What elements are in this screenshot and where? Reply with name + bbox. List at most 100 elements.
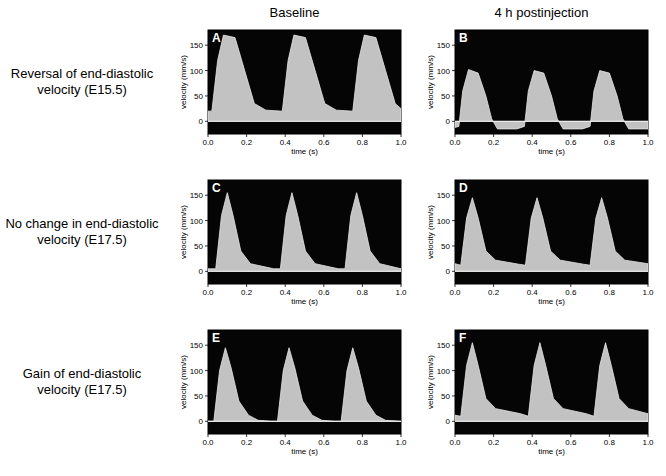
- y-axis-label: velocity (mm/s): [426, 205, 435, 259]
- x-tick-label: 0.6: [318, 288, 330, 297]
- panel-letter: A: [212, 31, 221, 45]
- x-tick: [648, 134, 649, 137]
- y-tick: [452, 245, 455, 246]
- y-tick-label: 100: [190, 67, 204, 76]
- x-tick: [323, 284, 324, 287]
- y-tick-label: 150: [190, 191, 204, 200]
- y-tick-label: 150: [190, 41, 204, 50]
- x-tick: [532, 284, 533, 287]
- y-tick-label: 50: [194, 92, 203, 101]
- x-tick-label: 0.0: [202, 288, 214, 297]
- x-tick-label: 0.8: [357, 138, 369, 147]
- x-tick: [648, 434, 649, 437]
- x-tick: [532, 434, 533, 437]
- y-tick: [452, 95, 455, 96]
- x-tick-label: 0.6: [565, 438, 577, 447]
- velocity-area: [455, 343, 648, 422]
- y-tick: [205, 45, 208, 46]
- x-tick: [323, 134, 324, 137]
- panel: A0501001500.00.20.40.60.81.0time (s)velo…: [179, 30, 407, 156]
- y-tick: [452, 45, 455, 46]
- velocity-area: [455, 70, 648, 129]
- velocity-area: [208, 35, 401, 121]
- y-tick-label: 0: [199, 267, 204, 276]
- x-tick: [401, 134, 402, 137]
- y-tick-label: 0: [199, 117, 204, 126]
- zero-line: [455, 421, 648, 422]
- y-axis-label: velocity (mm/s): [179, 355, 188, 409]
- velocity-area: [208, 193, 401, 272]
- y-tick-label: 100: [437, 67, 451, 76]
- column-header: Baseline: [270, 5, 320, 20]
- x-tick-label: 0.2: [488, 288, 500, 297]
- y-tick: [452, 421, 455, 422]
- x-tick: [208, 434, 209, 437]
- plot-area: [455, 343, 648, 422]
- row-label: Reversal of end-diastolicvelocity (E15.5…: [11, 66, 154, 97]
- x-tick-label: 0.4: [527, 288, 539, 297]
- plot-area: [208, 35, 401, 121]
- velocity-area: [455, 198, 648, 272]
- x-tick-label: 0.2: [241, 138, 253, 147]
- x-tick-label: 0.2: [241, 288, 253, 297]
- y-tick: [205, 220, 208, 221]
- figure: Baseline4 h postinjectionReversal of end…: [0, 0, 666, 476]
- x-tick-label: 0.6: [318, 138, 330, 147]
- velocity-area: [208, 348, 401, 422]
- y-tick-label: 150: [437, 191, 451, 200]
- x-axis-label: time (s): [291, 297, 318, 306]
- y-tick-label: 50: [194, 242, 203, 251]
- panel: E0501001500.00.20.40.60.81.0time (s)velo…: [179, 330, 407, 456]
- x-tick-label: 0.8: [604, 288, 616, 297]
- x-tick-label: 0.0: [449, 138, 461, 147]
- plot-frame: [455, 30, 648, 134]
- x-tick-label: 1.0: [395, 438, 407, 447]
- x-tick-label: 0.6: [565, 288, 577, 297]
- y-tick: [452, 121, 455, 122]
- x-tick-label: 1.0: [642, 438, 654, 447]
- x-tick-label: 0.2: [488, 438, 500, 447]
- y-tick: [452, 70, 455, 71]
- x-tick: [401, 284, 402, 287]
- x-axis-label: time (s): [291, 147, 318, 156]
- y-axis-label: velocity (mm/s): [426, 355, 435, 409]
- plot-area: [208, 348, 401, 422]
- y-tick: [205, 345, 208, 346]
- y-axis-label: velocity (mm/s): [426, 55, 435, 109]
- y-tick: [452, 220, 455, 221]
- x-tick-label: 0.8: [357, 438, 369, 447]
- x-tick-label: 0.0: [202, 138, 214, 147]
- y-tick: [452, 370, 455, 371]
- x-tick: [455, 434, 456, 437]
- zero-line: [455, 121, 648, 122]
- plot-area: [455, 70, 648, 129]
- x-tick-label: 0.8: [604, 138, 616, 147]
- x-tick-label: 0.2: [241, 438, 253, 447]
- x-axis-label: time (s): [538, 297, 565, 306]
- plot-frame: [208, 330, 401, 434]
- x-tick: [609, 434, 610, 437]
- panel-letter: D: [459, 181, 468, 195]
- x-tick-label: 0.4: [280, 138, 292, 147]
- panel: F0501001500.00.20.40.60.81.0time (s)velo…: [426, 330, 654, 456]
- x-tick: [246, 434, 247, 437]
- panel-letter: C: [212, 181, 221, 195]
- x-tick: [455, 134, 456, 137]
- y-tick: [452, 345, 455, 346]
- x-tick-label: 0.4: [527, 138, 539, 147]
- x-tick: [455, 284, 456, 287]
- y-tick: [452, 271, 455, 272]
- y-tick-label: 100: [437, 217, 451, 226]
- panel-letter: B: [459, 31, 468, 45]
- x-tick: [648, 284, 649, 287]
- x-tick: [285, 134, 286, 137]
- y-tick: [452, 195, 455, 196]
- x-tick: [208, 284, 209, 287]
- x-tick-label: 1.0: [642, 138, 654, 147]
- x-tick: [362, 134, 363, 137]
- plot-area: [208, 193, 401, 272]
- y-tick-label: 100: [190, 217, 204, 226]
- x-tick-label: 0.4: [527, 438, 539, 447]
- x-tick: [570, 134, 571, 137]
- x-tick-label: 0.6: [318, 438, 330, 447]
